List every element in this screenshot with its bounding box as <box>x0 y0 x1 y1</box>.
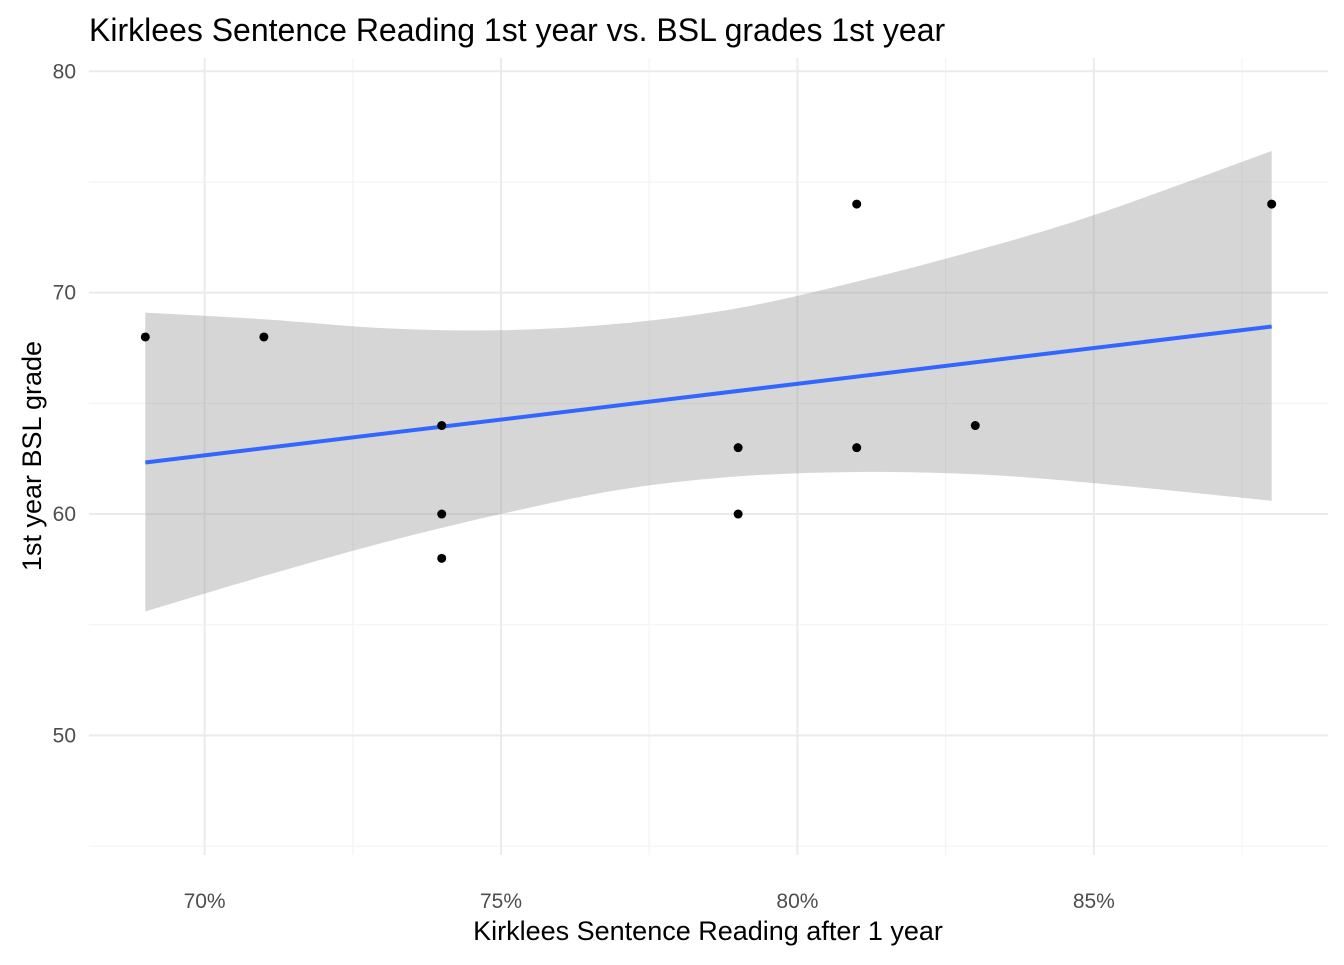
data-point <box>970 421 980 431</box>
confidence-band <box>145 150 1272 612</box>
y-axis-title: 1st year BSL grade <box>17 341 47 571</box>
confidence-band-layer <box>145 150 1272 612</box>
data-point <box>733 443 743 453</box>
data-point <box>437 553 447 563</box>
x-tick-label: 80% <box>776 890 818 913</box>
regression-line <box>145 324 1272 465</box>
y-tick-label: 50 <box>53 724 76 747</box>
data-point <box>437 509 447 519</box>
y-tick-label: 80 <box>53 60 76 83</box>
x-axis-title: Kirklees Sentence Reading after 1 year <box>473 916 943 946</box>
data-point <box>259 332 269 342</box>
gridlines <box>89 58 1328 855</box>
y-tick-label: 70 <box>53 282 76 305</box>
chart-title: Kirklees Sentence Reading 1st year vs. B… <box>89 12 946 48</box>
data-point <box>852 199 862 209</box>
tick-labels: 70% 75% 80% 85% 50 60 70 80 <box>53 60 1115 913</box>
data-point <box>1267 199 1277 209</box>
x-tick-label: 70% <box>184 890 226 913</box>
x-tick-label: 85% <box>1073 890 1115 913</box>
trend-line-layer <box>145 324 1272 465</box>
data-point <box>852 443 862 453</box>
data-points <box>140 199 1277 563</box>
data-point <box>140 332 150 342</box>
y-tick-label: 60 <box>53 503 76 526</box>
data-point <box>733 509 743 519</box>
x-tick-label: 75% <box>480 890 522 913</box>
data-point <box>437 421 447 431</box>
